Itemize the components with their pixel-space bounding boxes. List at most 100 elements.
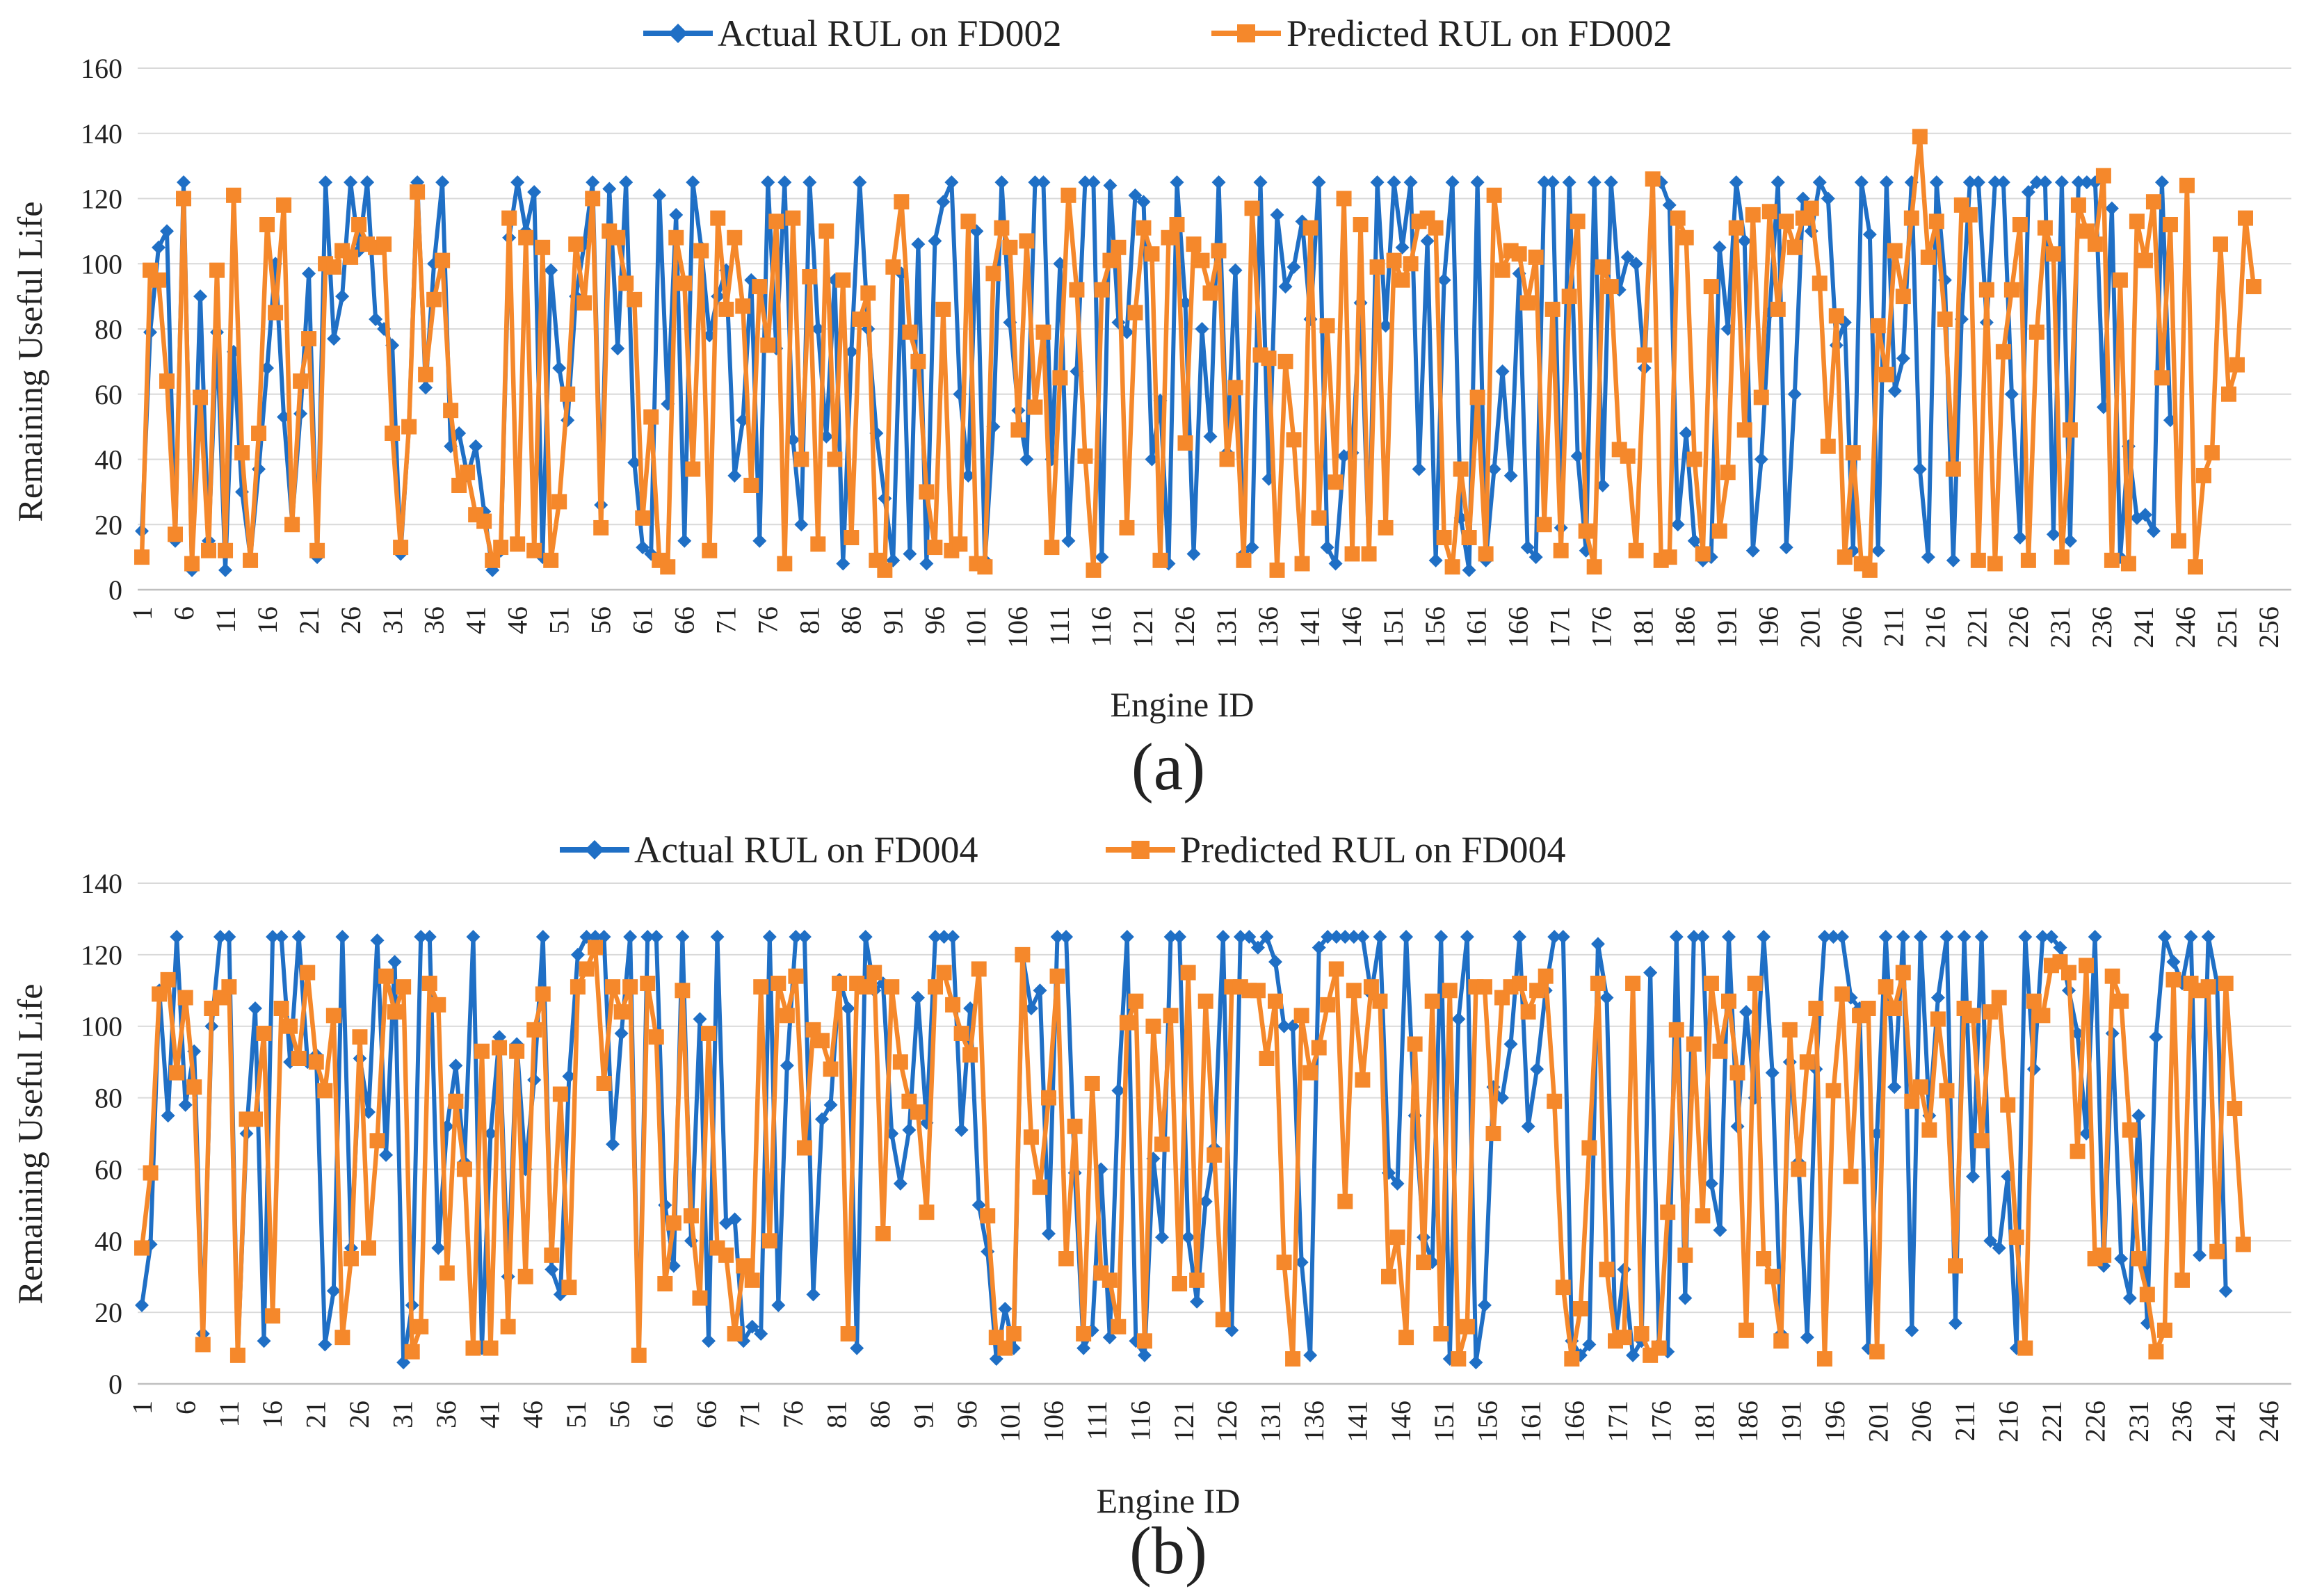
x-tick-a-251: 251: [2211, 606, 2243, 648]
x-tick-a-56: 56: [586, 606, 617, 634]
actual-point-a-144: [1328, 556, 1343, 571]
actual-point-a-237: [2104, 201, 2119, 216]
predicted-point-a-136: [1261, 350, 1277, 366]
actual-point-b-73: [762, 930, 777, 944]
actual-point-b-188: [1765, 1065, 1780, 1080]
predicted-point-b-117: [1145, 1018, 1161, 1034]
predicted-point-a-230: [2045, 246, 2061, 262]
predicted-point-b-116: [1136, 1333, 1152, 1349]
predicted-point-a-61: [635, 510, 651, 526]
x-tick-a-36: 36: [419, 606, 450, 634]
x-tick-a-206: 206: [1836, 606, 1867, 648]
predicted-point-a-118: [1111, 239, 1127, 255]
predicted-point-b-184: [1729, 1065, 1745, 1081]
predicted-point-a-97: [935, 301, 951, 317]
predicted-point-b-233: [2156, 1322, 2172, 1338]
predicted-point-a-34: [410, 184, 426, 200]
actual-point-b-104: [1033, 983, 1047, 998]
predicted-point-b-84: [857, 979, 873, 995]
actual-point-b-234: [2166, 955, 2181, 969]
predicted-point-a-30: [376, 236, 392, 252]
x-tick-b-86: 86: [864, 1401, 896, 1428]
predicted-point-b-81: [832, 976, 848, 991]
actual-point-a-194: [1745, 543, 1760, 558]
predicted-point-a-216: [1928, 213, 1944, 229]
x-tick-a-221: 221: [1961, 606, 1992, 648]
predicted-point-b-61: [657, 1276, 673, 1291]
actual-point-a-150: [1378, 319, 1393, 333]
predicted-point-a-181: [1636, 347, 1652, 363]
predicted-point-a-112: [1060, 187, 1076, 203]
predicted-point-b-202: [1887, 1001, 1903, 1016]
predicted-point-a-140: [1294, 556, 1310, 572]
actual-point-a-116: [1095, 550, 1109, 565]
predicted-point-b-229: [2122, 1122, 2138, 1138]
actual-point-a-242: [2146, 524, 2161, 538]
predicted-point-a-82: [810, 536, 826, 552]
predicted-point-a-14: [243, 552, 259, 568]
predicted-point-b-11: [221, 979, 237, 995]
actual-point-b-217: [2018, 930, 2033, 944]
predicted-point-a-243: [2154, 370, 2170, 386]
actual-point-a-185: [1670, 517, 1685, 532]
actual-point-b-51: [570, 947, 585, 962]
predicted-point-a-253: [2237, 210, 2253, 226]
actual-point-a-129: [1203, 429, 1218, 444]
predicted-point-a-159: [1453, 461, 1469, 477]
predicted-point-b-133: [1285, 1351, 1301, 1367]
actual-point-b-89: [902, 1122, 917, 1137]
actual-point-b-103: [1024, 1001, 1038, 1015]
predicted-point-b-98: [980, 1208, 996, 1224]
actual-point-a-108: [1028, 175, 1042, 190]
actual-point-b-178: [1678, 1291, 1693, 1305]
predicted-point-b-188: [1764, 1268, 1780, 1284]
predicted-point-b-56: [613, 1004, 629, 1020]
predicted-point-b-33: [413, 1319, 429, 1335]
predicted-point-a-185: [1670, 210, 1686, 226]
actual-point-b-210: [1957, 930, 1971, 944]
predicted-point-a-204: [1828, 308, 1844, 324]
actual-point-b-72: [754, 1327, 768, 1341]
predicted-point-a-93: [902, 324, 918, 340]
predicted-point-a-91: [885, 259, 901, 275]
actual-point-a-224: [1996, 175, 2010, 190]
predicted-point-a-220: [1962, 207, 1978, 223]
predicted-point-a-67: [685, 461, 701, 477]
x-tick-a-81: 81: [793, 606, 825, 634]
predicted-point-a-168: [1528, 249, 1544, 265]
predicted-point-a-149: [1369, 259, 1385, 275]
actual-point-b-11: [222, 930, 236, 944]
predicted-point-a-70: [710, 210, 726, 226]
predicted-point-b-172: [1625, 976, 1641, 991]
predicted-point-a-134: [1244, 200, 1260, 216]
predicted-point-a-54: [576, 295, 592, 311]
x-tick-b-36: 36: [430, 1401, 462, 1428]
predicted-point-a-120: [1127, 305, 1143, 321]
x-tick-b-116: 116: [1124, 1401, 1156, 1442]
predicted-point-a-145: [1336, 191, 1352, 207]
predicted-point-a-39: [451, 478, 467, 493]
predicted-point-a-9: [201, 542, 217, 558]
actual-point-a-186: [1679, 426, 1693, 440]
x-tick-a-21: 21: [293, 606, 325, 634]
predicted-point-b-149: [1424, 993, 1440, 1009]
actual-point-a-100: [961, 468, 976, 483]
x-tick-b-226: 226: [2079, 1401, 2111, 1442]
panel-caption-b: (b): [1129, 1513, 1207, 1588]
predicted-point-b-113: [1111, 1319, 1127, 1335]
predicted-point-b-17: [273, 1001, 289, 1016]
actual-point-b-39: [466, 930, 481, 944]
predicted-point-a-79: [785, 210, 801, 226]
actual-point-a-93: [903, 547, 917, 561]
actual-point-b-121: [1181, 1230, 1195, 1245]
predicted-point-b-213: [1983, 1004, 1999, 1020]
predicted-point-b-143: [1372, 993, 1388, 1009]
predicted-point-b-141: [1355, 1072, 1371, 1088]
actual-point-a-8: [193, 289, 208, 304]
predicted-point-b-190: [1782, 1022, 1798, 1038]
actual-point-a-187: [1687, 533, 1702, 548]
predicted-point-b-176: [1660, 1204, 1676, 1220]
predicted-point-a-49: [535, 239, 551, 255]
legend-marker-predicted-b: [1131, 841, 1150, 859]
predicted-point-a-201: [1803, 200, 1819, 216]
